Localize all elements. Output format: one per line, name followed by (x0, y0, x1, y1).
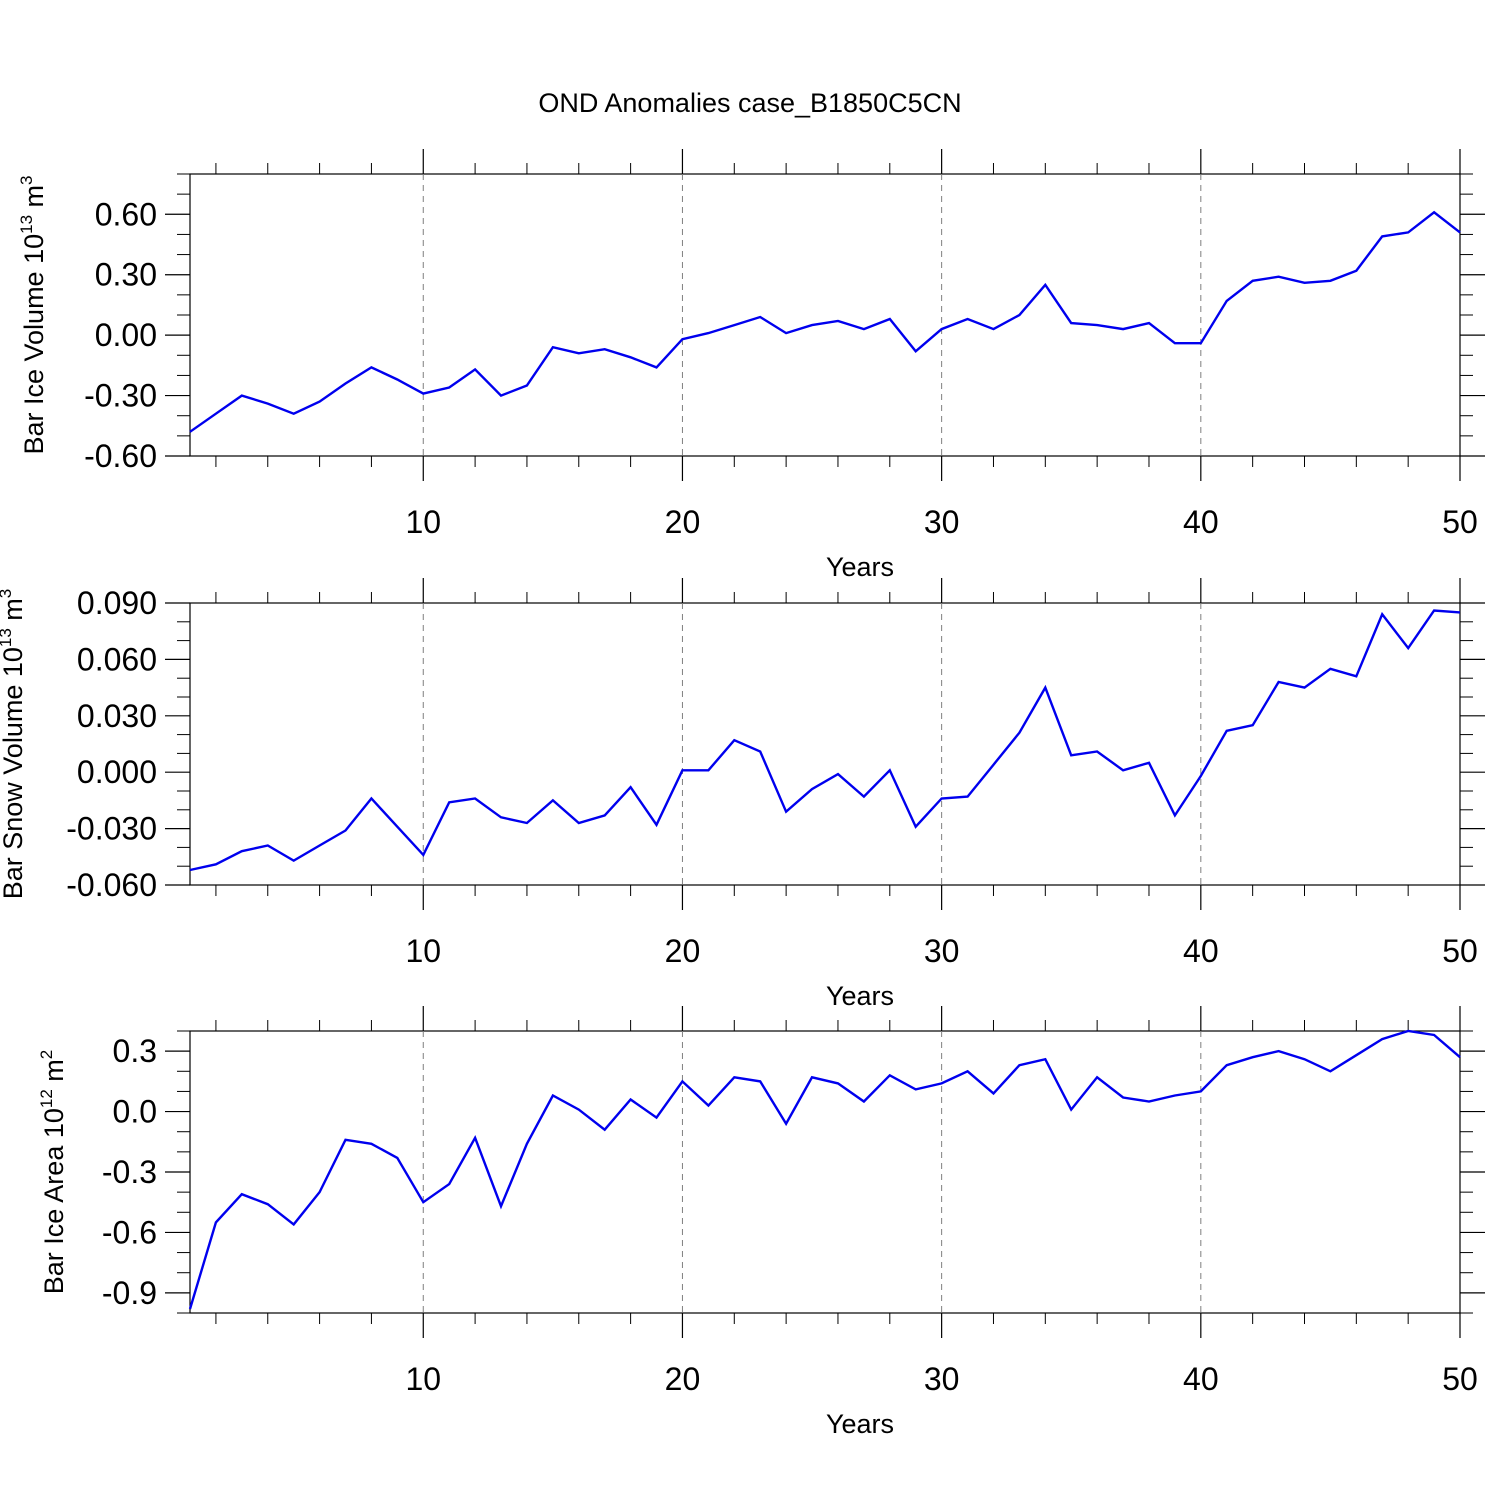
y-tick-label: 0.060 (77, 641, 157, 677)
x-tick-label: 20 (665, 504, 701, 540)
x-tick-label: 10 (405, 504, 441, 540)
x-tick-label: 40 (1183, 933, 1219, 969)
x-tick-label: 40 (1183, 1361, 1219, 1397)
x-tick-label: 20 (665, 933, 701, 969)
y-tick-label: 0.3 (113, 1033, 157, 1069)
x-tick-label: 50 (1442, 1361, 1478, 1397)
y-axis-label: Bar Ice Volume 1013 m3 (17, 175, 49, 454)
x-tick-label: 20 (665, 1361, 701, 1397)
y-tick-label: 0.0 (113, 1094, 157, 1130)
y-tick-label: 0.030 (77, 698, 157, 734)
panels: 10 20 30 40 50 Years -0.60 -0.30 0.00 0.30 0.60 Bar… (0, 149, 1485, 1439)
x-tick-label: 30 (924, 933, 960, 969)
y-axis-label: Bar Ice Area 1012 m2 (37, 1050, 69, 1295)
y-tick-label: 0.000 (77, 754, 157, 790)
x-tick-label: 10 (405, 1361, 441, 1397)
x-tick-label: 50 (1442, 504, 1478, 540)
x-tick-label: 10 (405, 933, 441, 969)
series-line (189, 210, 1461, 433)
x-tick-label: 30 (924, 1361, 960, 1397)
chart-title: OND Anomalies case_B1850C5CN (538, 88, 961, 118)
y-tick-label: -0.30 (84, 378, 157, 414)
x-tick-label: 40 (1183, 504, 1219, 540)
y-tick-label: 0.00 (95, 317, 157, 353)
y-tick-label: -0.6 (102, 1214, 157, 1250)
plot-frame (189, 1030, 1461, 1314)
y-axis-label: Bar Snow Volume 1013 m3 (0, 589, 28, 900)
y-tick-label: -0.060 (66, 867, 157, 903)
y-tick-label: 0.60 (95, 196, 157, 232)
y-tick-label: -0.60 (84, 438, 157, 474)
panel-1: 10 20 30 40 50 Years -0.60 -0.30 0.00 0.30 0.60 Bar… (17, 149, 1485, 582)
x-tick-label: 30 (924, 504, 960, 540)
y-tick-label: 0.090 (77, 585, 157, 621)
panel-3: 10 20 30 40 50 Years -0.9 -0.6 -0.3 0.0 0.3 Bar Ice… (37, 1006, 1485, 1439)
x-axis-label: Years (826, 981, 894, 1011)
panel-2: 10 20 30 40 50 Years -0.060 -0.030 0.000 0.030 0.0… (0, 578, 1485, 1011)
plot-frame (189, 602, 1461, 886)
y-tick-label: -0.9 (102, 1275, 157, 1311)
y-tick-label: -0.3 (102, 1154, 157, 1190)
x-axis-label: Years (826, 552, 894, 582)
y-tick-label: 0.30 (95, 257, 157, 293)
x-axis-label: Years (826, 1409, 894, 1439)
series-line (189, 609, 1461, 872)
series-line (188, 1029, 1461, 1310)
plot-frame (189, 173, 1461, 457)
x-tick-label: 50 (1442, 933, 1478, 969)
y-tick-label: -0.030 (66, 811, 157, 847)
